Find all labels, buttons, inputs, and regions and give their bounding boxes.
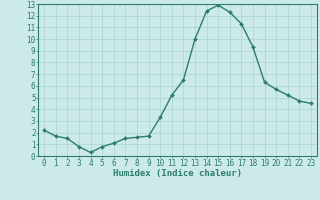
X-axis label: Humidex (Indice chaleur): Humidex (Indice chaleur) [113,169,242,178]
